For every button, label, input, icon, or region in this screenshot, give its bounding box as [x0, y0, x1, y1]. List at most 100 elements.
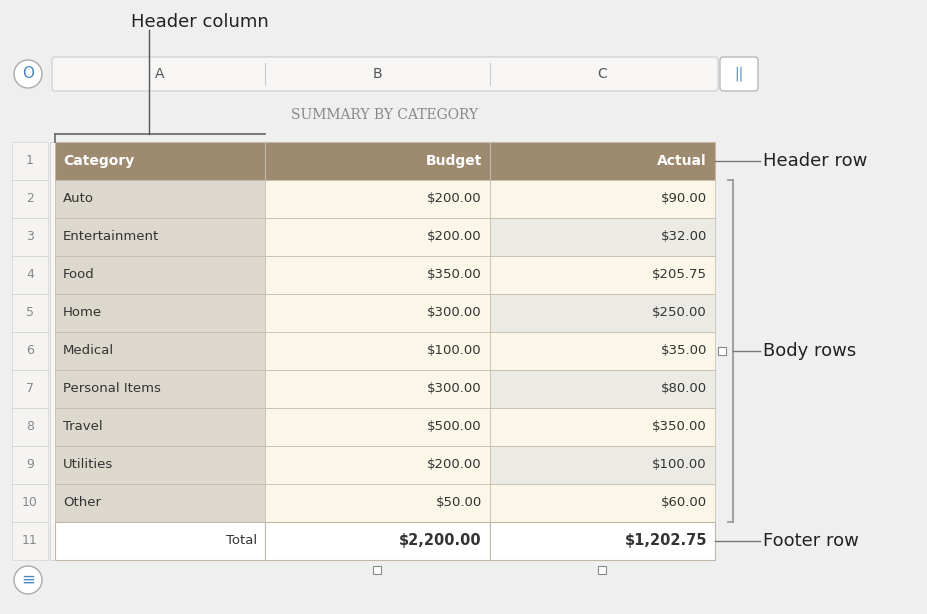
Bar: [489, 218, 714, 256]
Text: 8: 8: [26, 421, 34, 433]
Text: 4: 4: [26, 268, 34, 281]
Bar: [265, 522, 489, 560]
Text: Home: Home: [63, 306, 102, 319]
Bar: [265, 294, 489, 332]
Text: Budget: Budget: [425, 154, 481, 168]
Bar: [489, 294, 714, 332]
Bar: [265, 218, 489, 256]
Text: Footer row: Footer row: [762, 532, 858, 550]
Text: Actual: Actual: [656, 154, 706, 168]
Bar: [265, 142, 489, 180]
Text: $32.00: $32.00: [660, 230, 706, 244]
Text: Header column: Header column: [131, 13, 269, 31]
Text: Medical: Medical: [63, 344, 114, 357]
Bar: [12, 370, 48, 408]
Bar: [55, 446, 265, 484]
Bar: [489, 256, 714, 294]
Text: $500.00: $500.00: [427, 421, 481, 433]
Text: $50.00: $50.00: [436, 497, 481, 510]
Bar: [12, 256, 48, 294]
Bar: [12, 484, 48, 522]
Bar: [55, 408, 265, 446]
FancyBboxPatch shape: [52, 57, 717, 91]
Circle shape: [14, 60, 42, 88]
Text: Header row: Header row: [762, 152, 867, 170]
Text: $2,200.00: $2,200.00: [399, 534, 481, 548]
Bar: [265, 332, 489, 370]
Text: O: O: [22, 66, 34, 82]
Bar: [489, 522, 714, 560]
Text: 7: 7: [26, 383, 34, 395]
Text: Category: Category: [63, 154, 134, 168]
FancyBboxPatch shape: [719, 57, 757, 91]
Bar: [12, 446, 48, 484]
Text: Personal Items: Personal Items: [63, 383, 160, 395]
Text: ||: ||: [733, 67, 743, 81]
Text: SUMMARY BY CATEGORY: SUMMARY BY CATEGORY: [291, 108, 478, 122]
Text: ≡: ≡: [21, 571, 35, 589]
Bar: [55, 256, 265, 294]
Bar: [55, 522, 265, 560]
Bar: [12, 408, 48, 446]
Text: $100.00: $100.00: [652, 459, 706, 472]
Text: 10: 10: [22, 497, 38, 510]
Text: C: C: [597, 67, 606, 81]
Bar: [12, 218, 48, 256]
Bar: [12, 142, 48, 180]
Bar: [55, 370, 265, 408]
Text: $35.00: $35.00: [660, 344, 706, 357]
Text: $200.00: $200.00: [427, 459, 481, 472]
Bar: [55, 142, 265, 180]
Bar: [489, 142, 714, 180]
Bar: [12, 180, 48, 218]
Text: Travel: Travel: [63, 421, 103, 433]
Text: 5: 5: [26, 306, 34, 319]
Bar: [265, 408, 489, 446]
Bar: [265, 370, 489, 408]
Bar: [489, 370, 714, 408]
Bar: [265, 446, 489, 484]
Text: 3: 3: [26, 230, 34, 244]
Text: B: B: [373, 67, 382, 81]
Text: $200.00: $200.00: [427, 230, 481, 244]
Bar: [489, 446, 714, 484]
Text: Body rows: Body rows: [762, 342, 856, 360]
Text: $350.00: $350.00: [426, 268, 481, 281]
Text: $250.00: $250.00: [652, 306, 706, 319]
Text: Entertainment: Entertainment: [63, 230, 159, 244]
Text: Other: Other: [63, 497, 101, 510]
Bar: [12, 332, 48, 370]
Text: $90.00: $90.00: [660, 193, 706, 206]
Bar: [489, 332, 714, 370]
Bar: [12, 294, 48, 332]
Bar: [489, 484, 714, 522]
Text: $300.00: $300.00: [427, 306, 481, 319]
Bar: [55, 218, 265, 256]
Text: $100.00: $100.00: [427, 344, 481, 357]
Text: 11: 11: [22, 535, 38, 548]
Text: $350.00: $350.00: [652, 421, 706, 433]
Bar: [12, 522, 48, 560]
Bar: [598, 566, 606, 574]
Text: Auto: Auto: [63, 193, 94, 206]
Bar: [265, 256, 489, 294]
Text: Total: Total: [225, 535, 257, 548]
Bar: [373, 566, 381, 574]
Bar: [55, 180, 265, 218]
Text: A: A: [155, 67, 165, 81]
Bar: [55, 294, 265, 332]
Text: 1: 1: [26, 155, 34, 168]
Text: Utilities: Utilities: [63, 459, 113, 472]
Bar: [265, 180, 489, 218]
Bar: [489, 180, 714, 218]
Text: $205.75: $205.75: [652, 268, 706, 281]
Text: 2: 2: [26, 193, 34, 206]
Text: $200.00: $200.00: [427, 193, 481, 206]
Text: $300.00: $300.00: [427, 383, 481, 395]
Bar: [489, 408, 714, 446]
Bar: [265, 484, 489, 522]
Text: 9: 9: [26, 459, 34, 472]
Bar: [55, 484, 265, 522]
Text: $1,202.75: $1,202.75: [624, 534, 706, 548]
Text: 6: 6: [26, 344, 34, 357]
